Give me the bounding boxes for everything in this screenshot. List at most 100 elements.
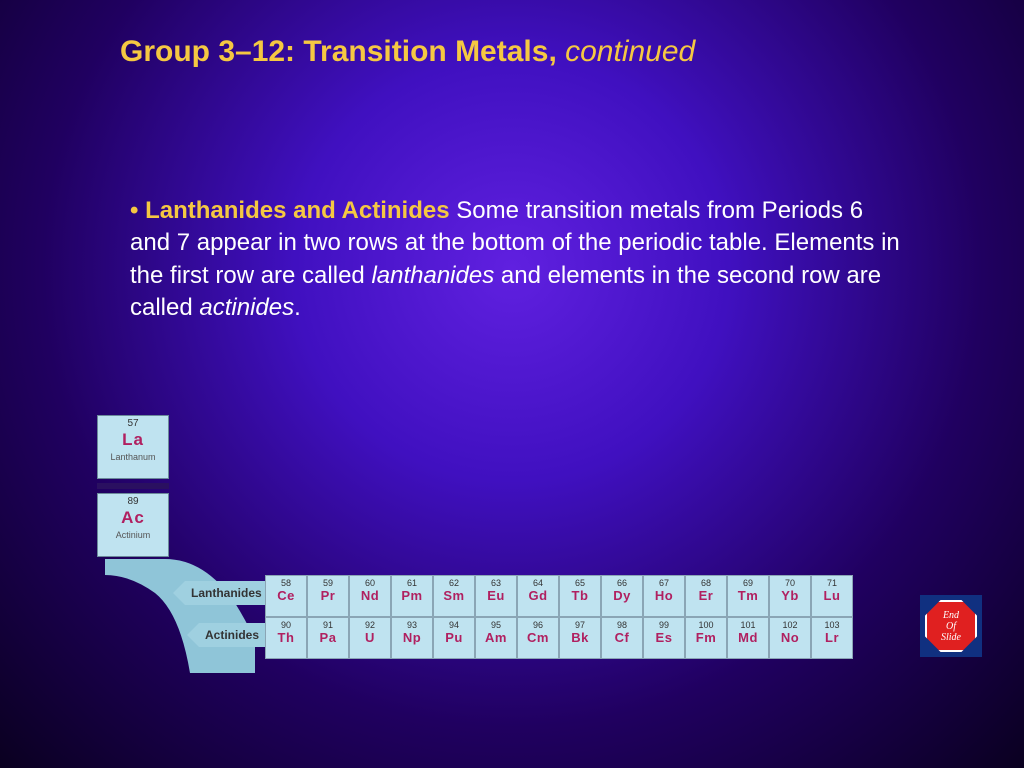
element-cell: 59Pr <box>307 575 349 617</box>
element-cell-la: 57 La Lanthanum <box>97 415 169 479</box>
element-symbol: Cm <box>518 630 558 645</box>
slide-title: Group 3–12: Transition Metals, continued <box>120 35 695 69</box>
element-cell: 96Cm <box>517 617 559 659</box>
stop-sign-icon: End Of Slide <box>925 600 977 652</box>
element-cell: 102No <box>769 617 811 659</box>
atomic-number: 102 <box>770 620 810 630</box>
element-symbol: Lu <box>812 588 852 603</box>
element-symbol: Nd <box>350 588 390 603</box>
element-symbol: La <box>98 430 168 450</box>
element-symbol: Fm <box>686 630 726 645</box>
element-symbol: U <box>350 630 390 645</box>
atomic-number: 62 <box>434 578 474 588</box>
connector-swoosh <box>105 553 255 673</box>
atomic-number: 70 <box>770 578 810 588</box>
end-line-2: Of <box>946 621 956 632</box>
element-symbol: Pr <box>308 588 348 603</box>
atomic-number: 98 <box>602 620 642 630</box>
atomic-number: 66 <box>602 578 642 588</box>
atomic-number: 69 <box>728 578 768 588</box>
element-name: Actinium <box>98 530 168 540</box>
element-symbol: Tm <box>728 588 768 603</box>
element-symbol: Lr <box>812 630 852 645</box>
element-name: Lanthanum <box>98 452 168 462</box>
atomic-number: 65 <box>560 578 600 588</box>
element-symbol: Md <box>728 630 768 645</box>
title-bold: Group 3–12: Transition Metals, <box>120 35 557 68</box>
element-cell: 99Es <box>643 617 685 659</box>
element-symbol: Eu <box>476 588 516 603</box>
element-symbol: Er <box>686 588 726 603</box>
element-cell: 100Fm <box>685 617 727 659</box>
element-symbol: Pu <box>434 630 474 645</box>
body-paragraph: • Lanthanides and Actinides Some transit… <box>130 195 900 325</box>
atomic-number: 61 <box>392 578 432 588</box>
atomic-number: 64 <box>518 578 558 588</box>
element-cell: 65Tb <box>559 575 601 617</box>
end-of-slide-badge[interactable]: End Of Slide <box>920 595 982 657</box>
element-cell: 103Lr <box>811 617 853 659</box>
element-cell: 63Eu <box>475 575 517 617</box>
element-symbol: Es <box>644 630 684 645</box>
atomic-number: 91 <box>308 620 348 630</box>
atomic-number: 60 <box>350 578 390 588</box>
element-cell: 62Sm <box>433 575 475 617</box>
atomic-number: 100 <box>686 620 726 630</box>
atomic-number: 95 <box>476 620 516 630</box>
end-line-1: End <box>943 610 959 621</box>
element-symbol: Cf <box>602 630 642 645</box>
element-cell: 60Nd <box>349 575 391 617</box>
element-symbol: Pa <box>308 630 348 645</box>
element-cell: 61Pm <box>391 575 433 617</box>
element-cell: 98Cf <box>601 617 643 659</box>
atomic-number: 67 <box>644 578 684 588</box>
body-text-3: . <box>294 294 301 321</box>
element-symbol: Ac <box>98 508 168 528</box>
element-symbol: No <box>770 630 810 645</box>
separator-bar <box>97 483 169 489</box>
element-symbol: Sm <box>434 588 474 603</box>
element-symbol: Np <box>392 630 432 645</box>
body-italic-1: lanthanides <box>371 262 494 289</box>
element-cell: 68Er <box>685 575 727 617</box>
body-italic-2: actinides <box>199 294 294 321</box>
element-symbol: Dy <box>602 588 642 603</box>
element-cell: 91Pa <box>307 617 349 659</box>
bullet-icon: • <box>130 197 138 224</box>
actinides-label: Actinides <box>187 623 269 647</box>
element-cell: 97Bk <box>559 617 601 659</box>
atomic-number: 97 <box>560 620 600 630</box>
element-symbol: Ho <box>644 588 684 603</box>
atomic-number: 93 <box>392 620 432 630</box>
atomic-number: 58 <box>266 578 306 588</box>
atomic-number: 92 <box>350 620 390 630</box>
element-symbol: Ce <box>266 588 306 603</box>
element-cell: 92U <box>349 617 391 659</box>
element-cell: 66Dy <box>601 575 643 617</box>
topic-heading: Lanthanides and Actinides <box>145 197 450 224</box>
element-cell: 95Am <box>475 617 517 659</box>
atomic-number: 68 <box>686 578 726 588</box>
element-cell: 101Md <box>727 617 769 659</box>
atomic-number: 94 <box>434 620 474 630</box>
element-table: 58Ce59Pr60Nd61Pm62Sm63Eu64Gd65Tb66Dy67Ho… <box>265 575 853 659</box>
atomic-number: 59 <box>308 578 348 588</box>
element-symbol: Pm <box>392 588 432 603</box>
element-symbol: Th <box>266 630 306 645</box>
lanthanides-label: Lanthanides <box>173 581 272 605</box>
element-cell: 93Np <box>391 617 433 659</box>
element-symbol: Yb <box>770 588 810 603</box>
actinides-row: 90Th91Pa92U93Np94Pu95Am96Cm97Bk98Cf99Es1… <box>265 617 853 659</box>
element-symbol: Tb <box>560 588 600 603</box>
end-line-3: Slide <box>941 632 961 643</box>
atomic-number: 96 <box>518 620 558 630</box>
element-cell: 70Yb <box>769 575 811 617</box>
element-cell: 58Ce <box>265 575 307 617</box>
atomic-number: 57 <box>98 418 168 429</box>
element-symbol: Bk <box>560 630 600 645</box>
element-cell: 71Lu <box>811 575 853 617</box>
periodic-diagram: 57 La Lanthanum 89 Ac Actinium Lanthanid… <box>95 415 895 695</box>
atomic-number: 71 <box>812 578 852 588</box>
element-symbol: Am <box>476 630 516 645</box>
element-cell: 94Pu <box>433 617 475 659</box>
